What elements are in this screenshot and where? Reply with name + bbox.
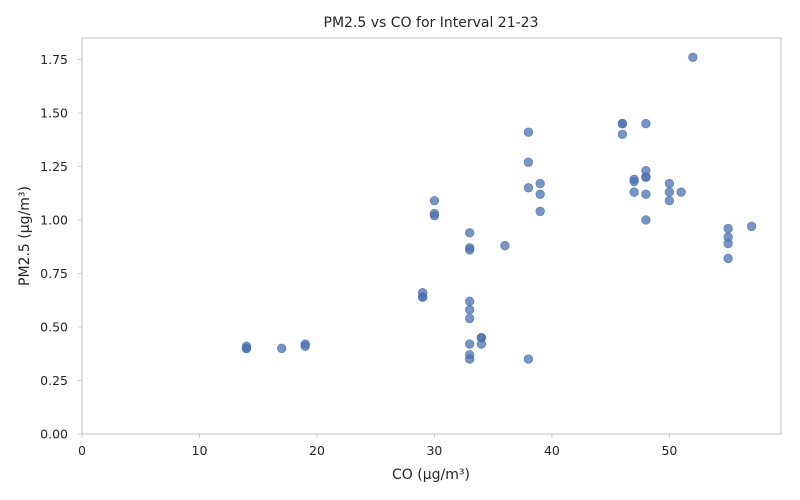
data-point <box>464 339 475 349</box>
data-point <box>723 253 733 264</box>
data-point <box>641 118 651 129</box>
data-point <box>241 343 252 354</box>
data-point <box>641 215 651 225</box>
x-tick-label: 0 <box>78 443 86 458</box>
plot-area <box>81 37 782 435</box>
data-point <box>500 240 510 251</box>
y-axis: 0.00 0.25 0.50 0.75 1.00 1.25 1.50 1.75 <box>40 52 82 442</box>
data-point <box>523 127 534 137</box>
data-points <box>241 52 757 364</box>
data-point <box>464 228 475 238</box>
data-point <box>629 176 639 187</box>
x-tick-label: 10 <box>192 443 208 458</box>
data-point <box>464 296 475 306</box>
data-point <box>464 313 475 324</box>
x-tick-label: 40 <box>544 443 560 458</box>
data-point <box>664 187 675 197</box>
data-point <box>676 187 686 197</box>
data-point <box>476 339 487 349</box>
data-point <box>641 189 651 199</box>
y-tick-label: 0.50 <box>40 319 68 334</box>
y-tick-label: 0.75 <box>40 266 68 281</box>
data-point <box>429 210 440 221</box>
data-point <box>535 206 545 217</box>
data-point <box>429 195 440 206</box>
data-point <box>464 354 475 364</box>
data-point <box>464 245 475 255</box>
data-point <box>523 354 534 364</box>
x-axis-label: CO (µg/m³) <box>392 467 470 483</box>
data-point <box>746 221 757 232</box>
data-point <box>641 172 651 182</box>
chart-title: PM2.5 vs CO for Interval 21-23 <box>324 15 539 31</box>
y-axis-label: PM2.5 (µg/m³) <box>17 186 33 286</box>
data-point <box>664 195 675 206</box>
y-tick-label: 1.00 <box>40 212 68 227</box>
data-point <box>535 178 545 189</box>
data-point <box>664 178 675 189</box>
x-axis: 0 10 20 30 40 50 <box>78 434 677 458</box>
y-tick-label: 0.25 <box>40 373 68 388</box>
data-point <box>300 341 310 351</box>
y-tick-label: 1.75 <box>40 52 68 67</box>
data-point <box>629 187 639 197</box>
data-point <box>523 183 534 193</box>
data-point <box>535 189 545 199</box>
data-point <box>523 157 534 167</box>
x-tick-label: 20 <box>309 443 325 458</box>
y-tick-label: 0.00 <box>40 427 68 442</box>
x-tick-label: 30 <box>426 443 442 458</box>
data-point <box>617 129 628 140</box>
data-point <box>464 305 475 315</box>
x-tick-label: 50 <box>661 443 677 458</box>
data-point <box>688 52 698 62</box>
data-point <box>417 292 428 302</box>
data-point <box>617 118 628 129</box>
data-point <box>277 343 287 354</box>
data-point <box>723 238 733 249</box>
data-point <box>723 223 733 234</box>
y-tick-label: 1.50 <box>40 105 68 120</box>
y-tick-label: 1.25 <box>40 159 68 174</box>
